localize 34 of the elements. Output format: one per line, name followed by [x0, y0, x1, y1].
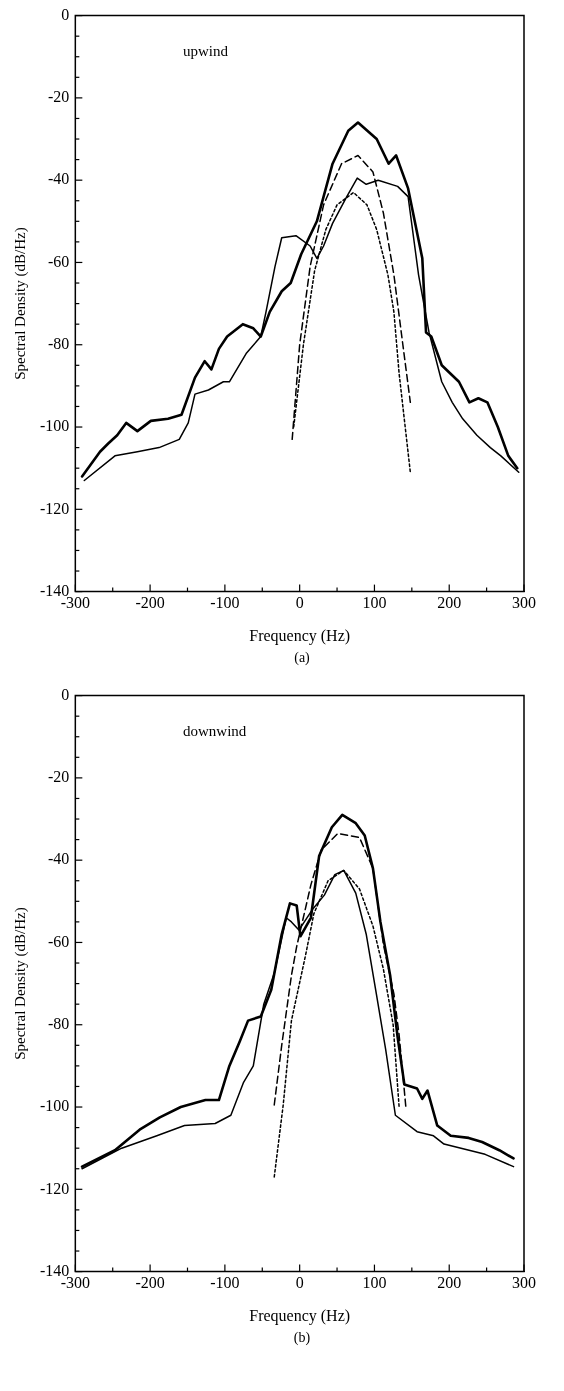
x-tick-label: 300	[512, 594, 536, 612]
x-tick-label: 0	[295, 1274, 304, 1292]
annotation: downwind	[183, 722, 247, 739]
y-tick-label: -40	[48, 170, 70, 188]
y-tick-label: 0	[61, 5, 70, 23]
y-tick-label: -20	[48, 768, 70, 786]
y-tick-label: -120	[40, 1179, 70, 1197]
y-tick-label: -80	[48, 334, 70, 352]
x-tick-label: 100	[362, 1274, 387, 1292]
y-tick-label: -20	[48, 88, 70, 106]
y-tick-label: -60	[48, 252, 70, 270]
y-axis-title: Spectral Density (dB/Hz)	[11, 907, 29, 1060]
y-axis-title: Spectral Density (dB/Hz)	[11, 227, 29, 380]
y-tick-label: -80	[48, 1014, 70, 1032]
x-tick-label: 100	[362, 594, 387, 612]
text: (a)	[293, 650, 311, 666]
x-tick-label: -100	[210, 594, 240, 612]
x-axis-title: Frequency (Hz)	[249, 626, 351, 645]
x-tick-label: 300	[512, 1274, 536, 1292]
y-tick-label: 0	[61, 685, 70, 703]
y-tick-label: -40	[48, 850, 70, 868]
y-tick-label: -100	[40, 1097, 70, 1115]
text: (b)	[292, 1330, 312, 1346]
y-tick-label: -100	[40, 417, 70, 435]
y-tick-label: -120	[40, 499, 70, 517]
x-tick-label: -200	[135, 594, 165, 612]
x-axis-title: Frequency (Hz)	[249, 1306, 351, 1325]
annotation: upwind	[183, 42, 229, 59]
x-tick-label: -200	[135, 1274, 165, 1292]
x-tick-label: 200	[437, 594, 462, 612]
y-tick-label: -60	[48, 932, 70, 950]
x-tick-label: 200	[437, 1274, 462, 1292]
x-tick-label: 0	[295, 594, 304, 612]
x-tick-label: -100	[210, 1274, 240, 1292]
